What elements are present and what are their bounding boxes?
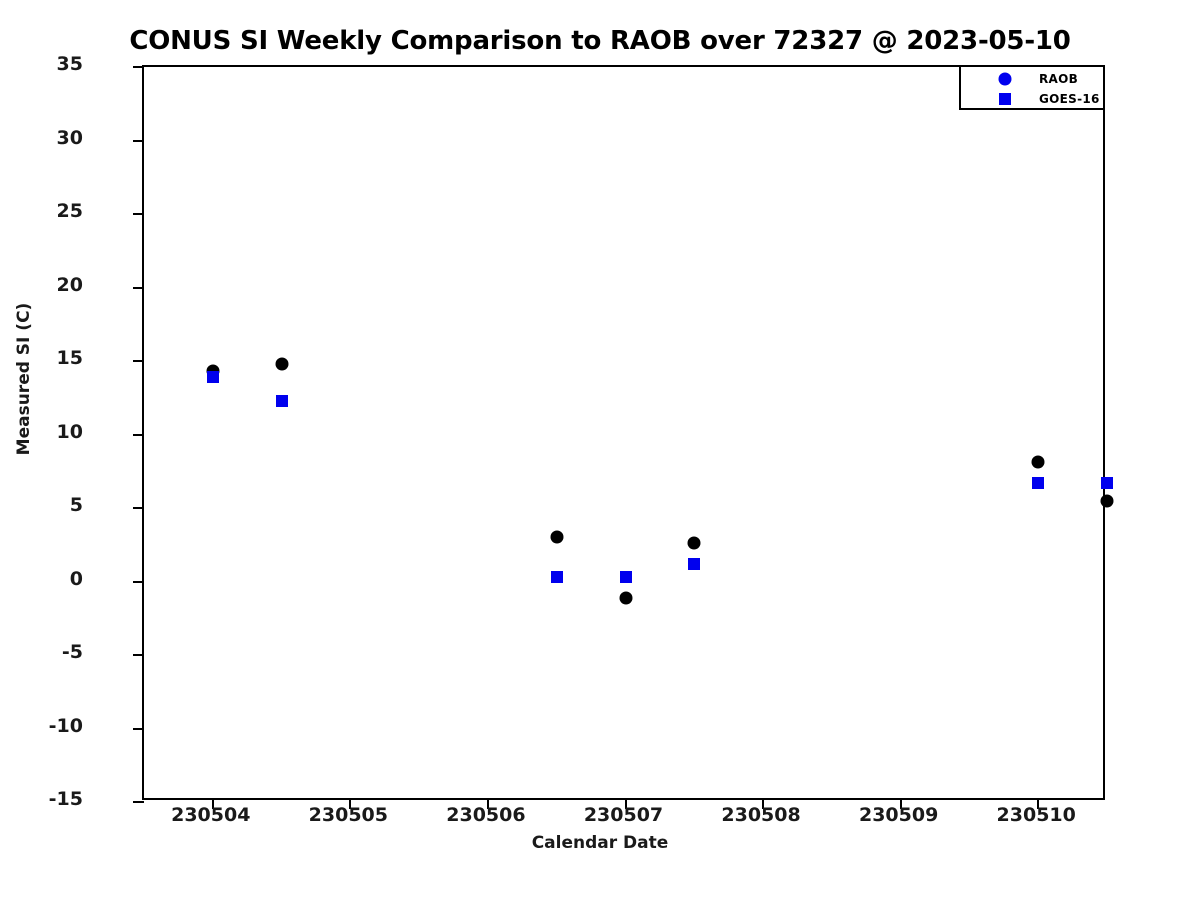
x-tick-mark	[1037, 798, 1040, 809]
y-tick-mark	[133, 360, 144, 362]
y-tick-label: -10	[48, 714, 83, 737]
x-tick-mark	[899, 798, 902, 809]
chart-legend: RAOB GOES-16	[959, 65, 1105, 110]
y-tick-mark	[133, 507, 144, 509]
legend-marker-square-icon	[999, 93, 1011, 105]
x-tick-mark	[486, 798, 489, 809]
y-tick-label: -5	[61, 641, 83, 663]
data-point-goes-16	[1032, 477, 1045, 489]
y-tick-mark	[133, 139, 144, 142]
x-tick-label: 230507	[583, 804, 664, 826]
data-point-raob	[550, 530, 564, 544]
x-tick-mark	[762, 798, 765, 809]
data-point-raob	[687, 536, 701, 550]
x-tick-mark	[211, 798, 214, 809]
data-point-raob	[1031, 455, 1045, 469]
legend-item-goes-16[interactable]: GOES-16	[961, 89, 1107, 109]
y-tick-mark	[133, 654, 144, 656]
x-tick-label: 230505	[308, 804, 388, 826]
y-tick-mark	[133, 727, 144, 730]
x-tick-label: 230509	[858, 804, 939, 826]
x-tick-label: 230510	[996, 804, 1076, 826]
y-tick-label: 0	[69, 567, 83, 590]
x-tick-mark	[349, 798, 352, 809]
y-tick-label: 25	[56, 200, 83, 222]
y-tick-label: 20	[56, 273, 83, 296]
data-point-raob	[1100, 494, 1114, 508]
data-point-goes-16	[206, 371, 219, 384]
legend-item-raob[interactable]: RAOB	[961, 69, 1107, 89]
x-tick-label: 230504	[171, 804, 251, 826]
y-tick-mark	[133, 213, 144, 215]
y-tick-mark	[133, 286, 144, 289]
y-tick-mark	[133, 801, 144, 803]
y-tick-label: 10	[56, 420, 83, 443]
y-tick-label: -15	[48, 788, 83, 810]
data-point-goes-16	[688, 557, 701, 570]
x-tick-label: 230508	[721, 804, 801, 826]
chart-title: CONUS SI Weekly Comparison to RAOB over …	[129, 26, 1071, 56]
data-point-goes-16	[619, 571, 632, 584]
data-point-raob	[275, 357, 289, 371]
data-point-goes-16	[550, 571, 563, 584]
data-point-goes-16	[1101, 477, 1113, 489]
y-tick-mark	[133, 580, 144, 583]
y-tick-mark	[133, 66, 144, 68]
y-tick-label: 30	[56, 126, 83, 149]
x-tick-mark	[624, 798, 627, 809]
data-point-raob	[619, 591, 632, 605]
y-tick-label: 35	[56, 53, 83, 75]
x-axis-title: Calendar Date	[531, 833, 669, 853]
legend-label: RAOB	[1039, 72, 1079, 86]
y-tick-label: 15	[56, 347, 83, 369]
y-axis-title: Measured SI (C)	[14, 302, 34, 456]
legend-marker-circle-icon	[998, 72, 1012, 86]
data-point-goes-16	[275, 394, 288, 407]
y-tick-mark	[133, 433, 144, 436]
y-tick-label: 5	[69, 494, 83, 516]
plot-area	[133, 65, 1114, 809]
legend-label: GOES-16	[1039, 92, 1100, 106]
x-tick-label: 230506	[446, 804, 526, 826]
